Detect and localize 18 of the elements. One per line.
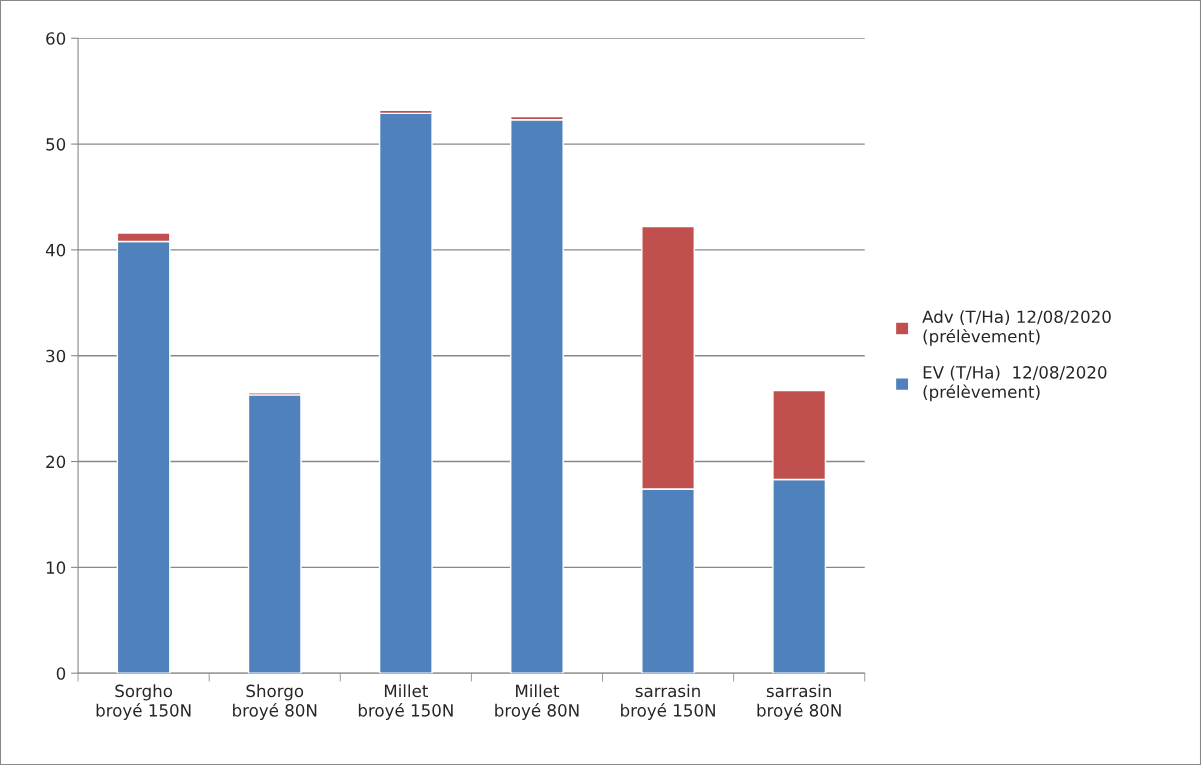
x-tick-label: Millet broyé 80N — [495, 684, 579, 720]
x-tick-label: Shorgo broyé 80N — [233, 684, 317, 720]
y-tick-label: 60 — [46, 32, 66, 45]
legend-label: Adv (T/Ha) 12/08/2020 (prélèvement) — [922, 310, 1111, 346]
legend-label: EV (T/Ha) 12/08/2020 (prélèvement) — [923, 365, 1107, 402]
x-tick-label: sarrasin broyé 150N — [621, 684, 715, 720]
y-tick-label: 0 — [56, 667, 66, 680]
bar — [510, 119, 564, 674]
x-tick-label: sarrasin broyé 80N — [757, 684, 841, 720]
y-tick-label: 10 — [46, 561, 66, 574]
y-tick-label: 30 — [46, 349, 66, 363]
y-tick-label: 40 — [45, 243, 66, 257]
x-tick-label: Sorgho broyé 150N — [96, 684, 191, 720]
y-tick-label: 20 — [46, 455, 66, 469]
bar — [247, 394, 302, 674]
x-tick-label: Millet broyé 150N — [358, 684, 453, 720]
bar — [378, 112, 433, 674]
y-tick-label: 50 — [46, 138, 66, 151]
